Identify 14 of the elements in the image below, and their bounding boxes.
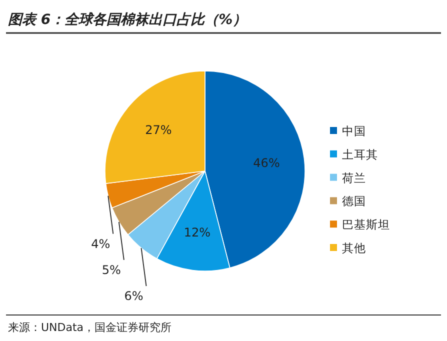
legend-label: 其他 xyxy=(342,241,366,255)
data-label: 12% xyxy=(184,226,211,240)
legend-label: 中国 xyxy=(342,124,366,138)
data-label: 6% xyxy=(124,289,144,304)
data-label: 4% xyxy=(91,236,110,251)
legend-label: 巴基斯坦 xyxy=(342,218,390,232)
data-label: 27% xyxy=(145,123,172,137)
source-note: 来源：UNData，国金证券研究所 xyxy=(8,321,172,334)
legend-label: 土耳其 xyxy=(342,147,378,162)
legend-label: 荷兰 xyxy=(342,170,366,185)
chart-title: 图表 6：全球各国棉袜出口占比（%） xyxy=(8,11,247,28)
data-label: 46% xyxy=(253,156,280,170)
data-label: 5% xyxy=(102,262,121,277)
legend-label: 德国 xyxy=(342,194,366,208)
